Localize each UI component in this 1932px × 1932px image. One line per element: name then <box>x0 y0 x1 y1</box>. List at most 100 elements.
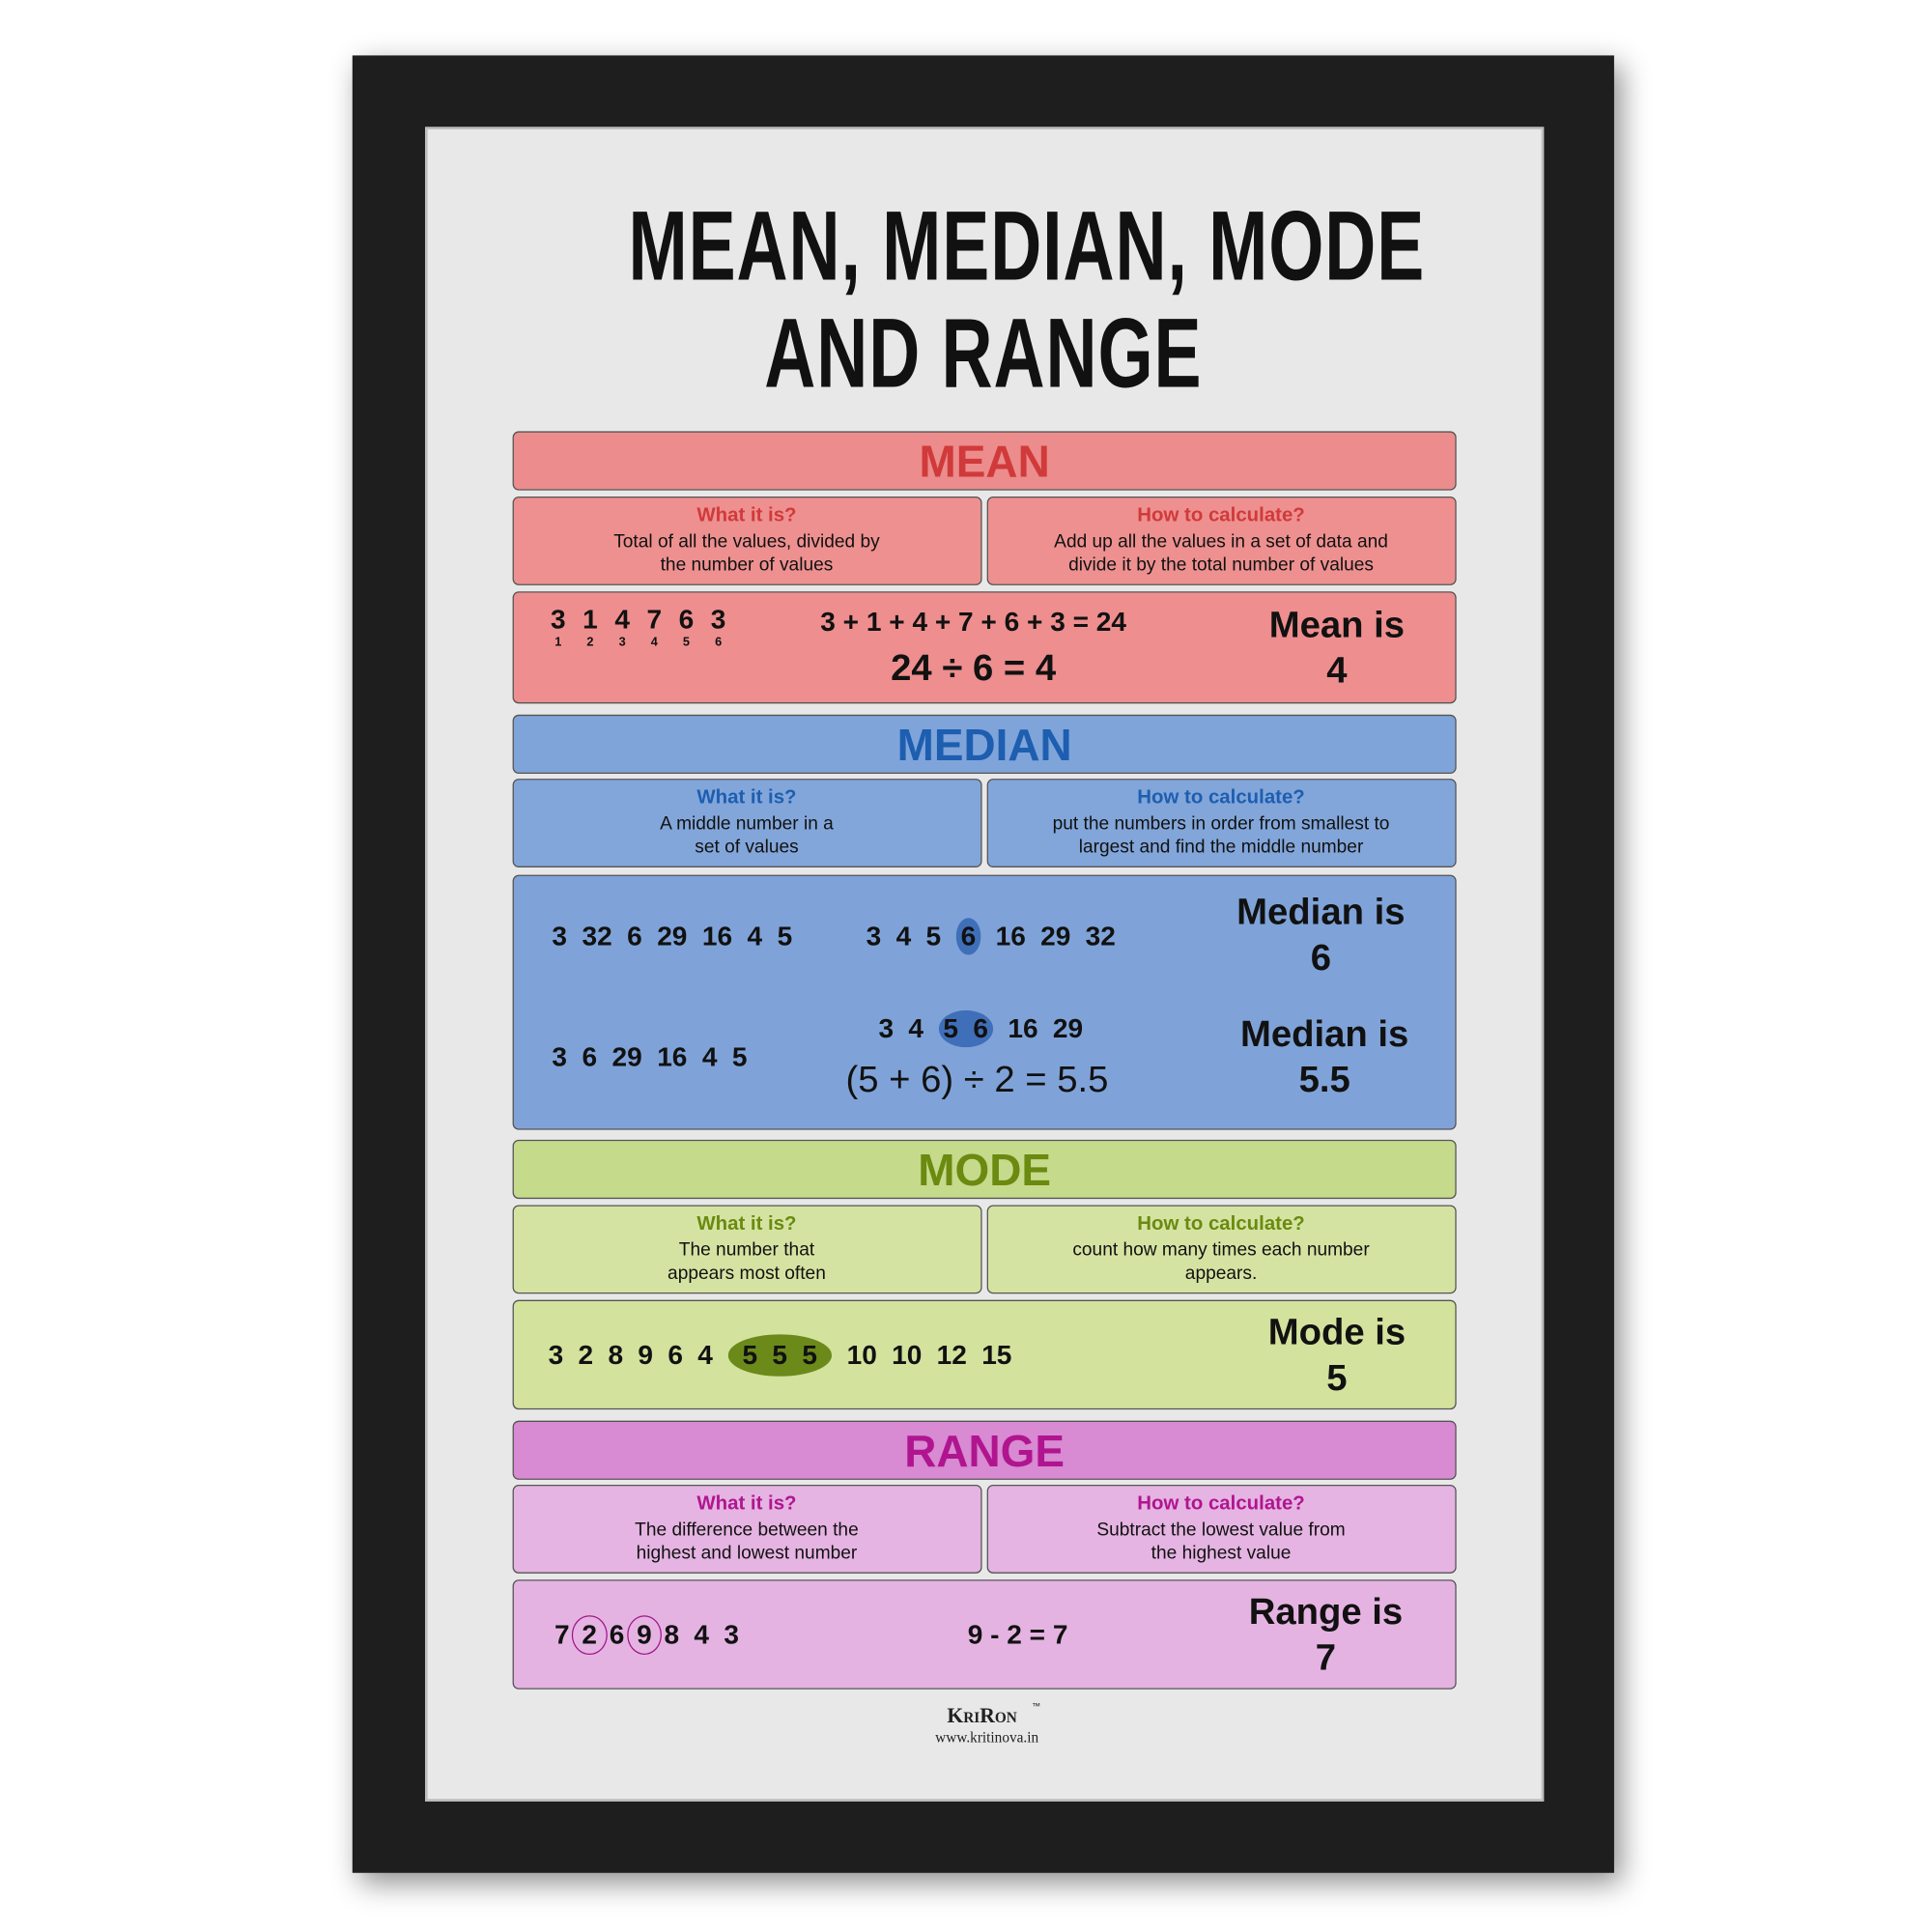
number: 4 <box>895 920 912 952</box>
how-box <box>986 497 1457 585</box>
number-group: 7 <box>554 1619 570 1651</box>
how-label: How to calculate? <box>1137 1213 1305 1236</box>
result: 4 <box>1326 650 1348 692</box>
section-header <box>512 1420 1457 1480</box>
number: 6 <box>678 603 695 635</box>
what-box <box>512 1484 982 1574</box>
what-box <box>512 497 982 585</box>
what-text: Total of all the values, divided by <box>613 530 880 553</box>
position: 5 <box>682 636 691 650</box>
result: 5.5 <box>1298 1059 1350 1101</box>
number: 5 <box>772 1339 788 1371</box>
url: www.kritinova.in <box>935 1728 1039 1747</box>
number: 5 <box>802 1339 817 1371</box>
title-line: MEAN, MEDIAN, MODE <box>628 190 1426 301</box>
what-text: highest and lowest number <box>636 1542 858 1564</box>
section-heading: RANGE <box>904 1426 1065 1477</box>
division: 24 ÷ 6 = 4 <box>891 647 1057 690</box>
number-group: 10 10 12 15 <box>847 1339 1012 1371</box>
how-text: Subtract the lowest value from <box>1096 1519 1346 1541</box>
calc: 9 - 2 = 7 <box>967 1618 1068 1650</box>
number-group: 6 <box>955 918 981 955</box>
example-box <box>512 591 1457 704</box>
number: 12 <box>936 1339 967 1371</box>
number: 9 <box>637 1619 652 1650</box>
result: Median is <box>1239 1013 1409 1055</box>
how-box <box>986 779 1457 867</box>
how-text: put the numbers in order from smallest t… <box>1052 812 1390 835</box>
brand: KriRon <box>947 1703 1017 1728</box>
number: 4 <box>614 603 630 635</box>
number: 2 <box>578 1339 594 1371</box>
number: 29 <box>1040 920 1071 952</box>
data: 3 6 29 16 4 5 <box>552 1040 748 1072</box>
section-header <box>512 714 1457 775</box>
section-header <box>512 431 1457 491</box>
result: Mode is <box>1267 1312 1406 1353</box>
number: 4 <box>697 1339 713 1371</box>
number: 6 <box>960 920 977 952</box>
number: 8 <box>608 1339 624 1371</box>
what-text: The number that <box>678 1239 815 1261</box>
number: 3 <box>548 1339 564 1371</box>
section-heading: MEAN <box>919 437 1050 488</box>
what-text: appears most often <box>668 1263 826 1285</box>
position: 2 <box>586 636 594 650</box>
number: 4 <box>908 1012 923 1044</box>
what-text: the number of values <box>660 554 834 576</box>
section-heading: MODE <box>918 1145 1052 1196</box>
number: 16 <box>1008 1012 1038 1044</box>
number: 3 <box>550 603 566 635</box>
section-header <box>512 1139 1457 1200</box>
what-label: What it is? <box>696 1213 797 1236</box>
how-text: the highest value <box>1151 1542 1292 1564</box>
sum: 3 + 1 + 4 + 7 + 6 + 3 = 24 <box>820 606 1127 638</box>
number-group: 9 <box>626 1615 662 1656</box>
number-row: 3 4 5 6 16 29 32 <box>867 916 1116 957</box>
number: 29 <box>1052 1012 1084 1044</box>
example-box <box>512 1579 1457 1690</box>
how-text: count how many times each number <box>1072 1239 1370 1261</box>
number: 9 <box>638 1339 654 1371</box>
number: 10 <box>892 1339 923 1371</box>
number: 32 <box>1085 920 1116 952</box>
number: 15 <box>981 1339 1012 1371</box>
what-text: A middle number in a <box>660 812 834 835</box>
number: 5 <box>925 920 942 952</box>
result: Range is <box>1248 1591 1404 1634</box>
number: 3 <box>710 603 726 635</box>
number: 4 <box>694 1619 710 1650</box>
what-text: The difference between the <box>635 1519 859 1541</box>
calc: (5 + 6) ÷ 2 = 5.5 <box>845 1059 1109 1101</box>
result: 6 <box>1310 937 1331 979</box>
result: 7 <box>1315 1637 1337 1679</box>
number: 6 <box>973 1012 988 1044</box>
number-group: 6 <box>610 1619 625 1651</box>
number: 1 <box>582 603 598 635</box>
number: 6 <box>668 1339 683 1371</box>
position: 3 <box>618 636 626 650</box>
number: 7 <box>646 603 663 635</box>
what-box <box>512 1205 982 1294</box>
number: 3 <box>878 1012 895 1044</box>
number-group: 16 29 32 <box>996 921 1116 952</box>
position: 6 <box>715 636 723 650</box>
how-text: Add up all the values in a set of data a… <box>1054 530 1388 553</box>
number-row: 3 4 5 6 16 29 <box>878 1008 1083 1049</box>
number: 5 <box>943 1012 959 1044</box>
number-group: 16 29 <box>1008 1012 1083 1044</box>
how-box <box>986 1484 1457 1574</box>
